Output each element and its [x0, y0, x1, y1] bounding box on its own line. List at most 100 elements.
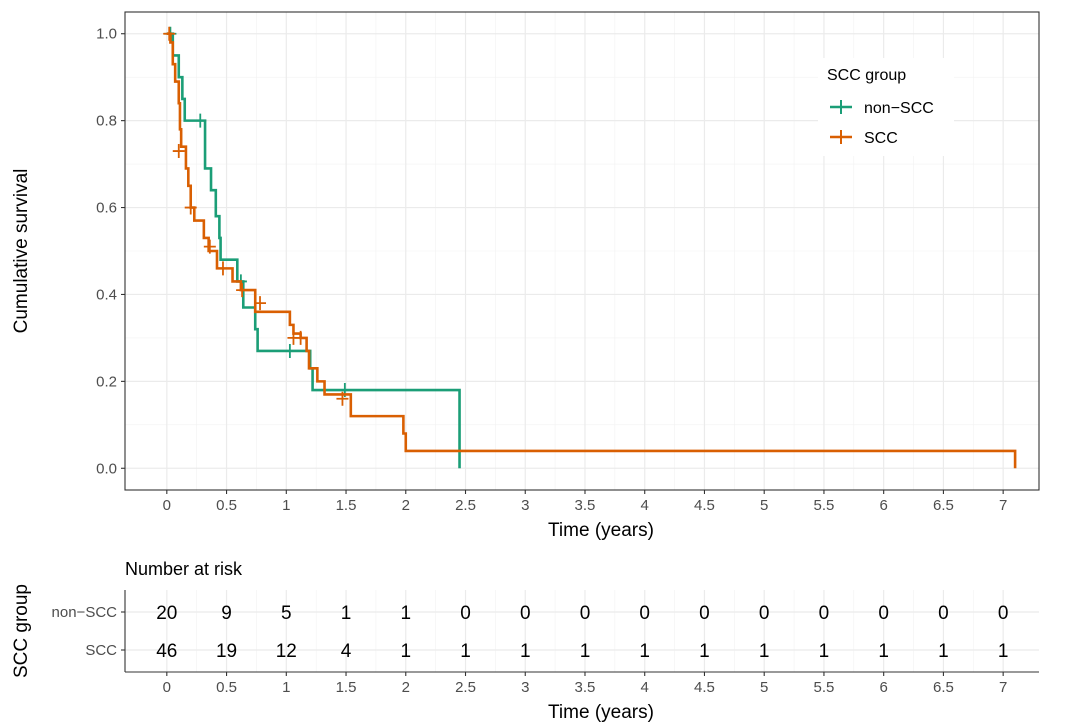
risk-x-tick-label: 2.5	[455, 679, 476, 696]
km-x-tick-label: 2	[402, 497, 410, 514]
risk-cell: 0	[460, 603, 471, 624]
risk-x-tick-label: 6	[880, 679, 888, 696]
risk-cell: 1	[819, 641, 830, 662]
risk-x-tick-label: 5.5	[814, 679, 835, 696]
km-x-tick-label: 5	[760, 497, 768, 514]
km-y-tick-label: 1.0	[96, 26, 117, 43]
risk-cell: 1	[460, 641, 471, 662]
km-series-group	[163, 26, 1017, 469]
risk-table-panel: Number at risk 20 9 5 1 1 0 0 0 0 0 0 0 0 0 046 19 12 4 1 1…	[11, 559, 1039, 722]
km-censor-mark-scc	[216, 261, 229, 276]
risk-cell: 0	[699, 603, 710, 624]
km-censor-mark-scc	[294, 330, 307, 345]
risk-cell: 12	[276, 641, 297, 662]
legend-label-non-scc: non−SCC	[864, 100, 934, 117]
km-censor-mark-non-scc	[283, 343, 296, 358]
km-x-tick-label: 4.5	[694, 497, 715, 514]
km-x-tick-label: 1.5	[336, 497, 357, 514]
risk-cell: 0	[998, 603, 1009, 624]
legend: SCC group non−SCC SCC	[818, 58, 954, 156]
km-x-tick-label: 4	[641, 497, 649, 514]
risk-cell: 20	[156, 603, 177, 624]
km-x-tick-label: 3.5	[575, 497, 596, 514]
risk-x-tick-label: 0.5	[216, 679, 237, 696]
km-y-axis-title: Cumulative survival	[11, 169, 32, 334]
legend-item-non-scc: non−SCC	[830, 100, 934, 117]
risk-x-tick-label: 7	[999, 679, 1007, 696]
risk-x-tick-label: 6.5	[933, 679, 954, 696]
km-x-axis-title: Time (years)	[548, 520, 654, 541]
km-x-tick-label: 6	[880, 497, 888, 514]
risk-table-cells: 20 9 5 1 1 0 0 0 0 0 0 0 0 0 0 46 19 12 4 1 1 1 1 1 1 1 1 1 1 1	[156, 603, 1008, 662]
risk-x-tick-label: 1.5	[336, 679, 357, 696]
risk-cell: 1	[759, 641, 770, 662]
km-censor-mark-scc	[203, 239, 216, 254]
risk-x-tick-label: 2	[402, 679, 410, 696]
km-y-axis: 0.0 0.2 0.4 0.6 0.8 1.0	[96, 26, 125, 477]
km-censor-mark-scc	[236, 283, 249, 298]
km-y-tick-label: 0.8	[96, 113, 117, 130]
risk-cell: 0	[759, 603, 770, 624]
km-x-tick-label: 5.5	[814, 497, 835, 514]
risk-cell: 9	[221, 603, 232, 624]
km-x-tick-label: 3	[521, 497, 529, 514]
risk-cell: 0	[938, 603, 949, 624]
km-gridlines	[125, 12, 1039, 490]
risk-cell: 1	[878, 641, 889, 662]
legend-title: SCC group	[827, 67, 906, 84]
risk-cell: 4	[341, 641, 352, 662]
km-y-tick-label: 0.4	[96, 286, 117, 303]
km-x-tick-label: 0.5	[216, 497, 237, 514]
risk-row-label: SCC	[85, 642, 117, 659]
risk-cell: 0	[878, 603, 889, 624]
km-y-tick-label: 0.6	[96, 200, 117, 217]
km-censor-mark-scc	[163, 26, 176, 41]
km-x-tick-label: 1	[282, 497, 290, 514]
km-censor-mark-scc	[254, 296, 267, 311]
risk-cell: 1	[520, 641, 531, 662]
risk-cell: 1	[938, 641, 949, 662]
km-curve-scc	[166, 32, 1017, 469]
risk-cell: 0	[819, 603, 830, 624]
risk-cell: 0	[520, 603, 531, 624]
km-y-tick-label: 0.2	[96, 373, 117, 390]
risk-cell: 1	[400, 641, 411, 662]
risk-table-x-axis-title: Time (years)	[548, 702, 654, 722]
risk-x-tick-label: 4.5	[694, 679, 715, 696]
risk-cell: 1	[341, 603, 352, 624]
risk-cell: 19	[216, 641, 237, 662]
risk-table-background	[125, 590, 1039, 672]
risk-row-label: non−SCC	[52, 604, 118, 621]
risk-x-tick-label: 1	[282, 679, 290, 696]
risk-x-tick-label: 3	[521, 679, 529, 696]
risk-table-x-axis: 0 0.5 1 1.5 2 2.5 3 3.5 4 4.5 5 5.5 6 6.5 7	[163, 672, 1007, 696]
risk-cell: 0	[639, 603, 650, 624]
km-censor-mark-non-scc	[194, 113, 207, 128]
legend-label-scc: SCC	[864, 130, 898, 147]
risk-x-tick-label: 4	[641, 679, 649, 696]
risk-cell: 1	[400, 603, 411, 624]
km-x-tick-label: 6.5	[933, 497, 954, 514]
risk-cell: 0	[580, 603, 591, 624]
risk-cell: 5	[281, 603, 292, 624]
risk-table-title: Number at risk	[125, 559, 243, 579]
km-x-axis: 0 0.5 1 1.5 2 2.5 3 3.5 4 4.5 5 5.5 6 6.5 7	[163, 490, 1007, 514]
risk-table-y-axis-title: SCC group	[11, 584, 32, 678]
km-censor-mark-scc	[336, 391, 349, 406]
risk-x-tick-label: 3.5	[575, 679, 596, 696]
km-censor-mark-scc	[184, 200, 197, 215]
risk-x-tick-label: 0	[163, 679, 171, 696]
km-y-tick-label: 0.0	[96, 460, 117, 477]
km-plot-panel: 0 0.5 1 1.5 2 2.5 3 3.5 4 4.5 5 5.5 6 6.5 7 0.00.20.40…	[11, 11, 1040, 541]
risk-cell: 1	[639, 641, 650, 662]
legend-item-scc: SCC	[830, 130, 898, 147]
risk-cell: 1	[998, 641, 1009, 662]
risk-cell: 1	[580, 641, 591, 662]
km-plot-border	[124, 11, 1040, 491]
risk-table-gridlines	[125, 590, 1039, 672]
km-x-tick-label: 7	[999, 497, 1007, 514]
km-x-tick-label: 2.5	[455, 497, 476, 514]
km-censor-mark-scc	[172, 144, 185, 159]
km-x-tick-label: 0	[163, 497, 171, 514]
